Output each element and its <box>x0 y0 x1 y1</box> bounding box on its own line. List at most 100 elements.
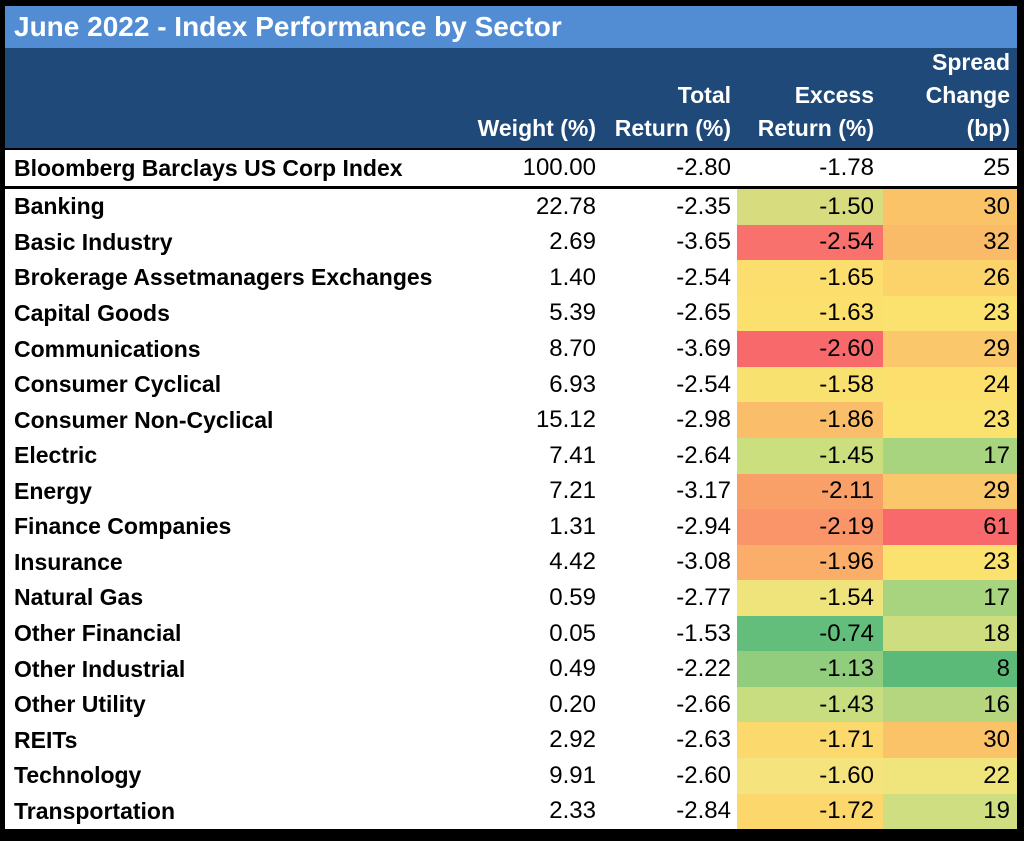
excess-return-cell: -1.65 <box>737 260 883 296</box>
total-return-cell: -3.08 <box>676 548 731 576</box>
sector-name-cell: Other Utility <box>14 691 146 718</box>
excess-return-cell: -2.54 <box>737 224 883 261</box>
excess-return-cell: -1.72 <box>737 793 883 830</box>
sector-name-cell: Bloomberg Barclays US Corp Index <box>14 154 403 181</box>
table-row: Other Financial 0.05 -1.53 -0.74 18 <box>5 615 1017 652</box>
page-title: June 2022 - Index Performance by Sector <box>5 6 1017 48</box>
total-return-cell: -2.98 <box>676 406 731 434</box>
total-return-cell: -2.94 <box>676 512 731 540</box>
weight-cell: 4.42 <box>549 548 596 576</box>
table-row: Natural Gas 0.59 -2.77 -1.54 17 <box>5 580 1017 616</box>
weight-cell: 5.39 <box>549 299 596 327</box>
weight-cell: 0.59 <box>549 583 596 611</box>
total-return-cell: -3.65 <box>676 228 731 256</box>
spread-change-cell: 30 <box>883 722 1017 758</box>
spread-change-cell: 19 <box>883 793 1017 830</box>
sector-name-cell: Consumer Non-Cyclical <box>14 406 274 433</box>
weight-cell: 6.93 <box>549 370 596 398</box>
total-return-cell: -2.65 <box>676 299 731 327</box>
excess-return-cell: -1.86 <box>737 402 883 438</box>
excess-return-cell: -1.60 <box>737 758 883 794</box>
sector-name-cell: Basic Industry <box>14 228 173 255</box>
total-return-cell: -3.17 <box>676 477 731 505</box>
col-header-excess-return: Excess Return (%) <box>757 82 874 141</box>
weight-cell: 1.31 <box>549 512 596 540</box>
sector-name-cell: Transportation <box>14 797 176 824</box>
col-header-total-return: Total Return (%) <box>614 82 731 141</box>
sector-name-cell: Electric <box>14 442 98 469</box>
total-return-cell: -1.53 <box>676 619 731 647</box>
weight-cell: 1.40 <box>549 263 596 291</box>
sector-name-cell: REITs <box>14 726 78 753</box>
sector-name-cell: Communications <box>14 335 201 362</box>
sector-name-cell: Capital Goods <box>14 299 170 326</box>
sector-name-cell: Brokerage Assetmanagers Exchanges <box>14 264 433 291</box>
excess-return-cell: -1.54 <box>737 580 883 616</box>
weight-cell: 2.92 <box>549 726 596 754</box>
excess-return-cell: -0.74 <box>737 615 883 652</box>
excess-return-cell: -1.63 <box>737 295 883 332</box>
spread-change-cell: 8 <box>883 651 1017 687</box>
total-return-cell: -2.35 <box>676 192 731 220</box>
table-row: Consumer Non-Cyclical 15.12 -2.98 -1.86 … <box>5 402 1017 438</box>
excess-return-cell: -2.60 <box>737 331 883 367</box>
table-row: Insurance 4.42 -3.08 -1.96 23 <box>5 544 1017 581</box>
weight-cell: 0.49 <box>549 655 596 683</box>
table-row: Brokerage Assetmanagers Exchanges 1.40 -… <box>5 260 1017 296</box>
total-return-cell: -2.84 <box>676 797 731 825</box>
sector-name-cell: Energy <box>14 477 92 504</box>
col-header-weight: Weight (%) <box>477 115 596 141</box>
total-return-cell: -2.60 <box>676 761 731 789</box>
table-body: Banking 22.78 -2.35 -1.50 30 Basic Indus… <box>5 189 1017 830</box>
sector-name-cell: Insurance <box>14 548 123 575</box>
sector-name-cell: Banking <box>14 193 105 220</box>
excess-return-cell: -1.13 <box>737 651 883 687</box>
table-row: Other Utility 0.20 -2.66 -1.43 16 <box>5 686 1017 723</box>
excess-return-cell: -1.96 <box>737 544 883 581</box>
total-return-cell: -2.77 <box>676 583 731 611</box>
weight-cell: 22.78 <box>535 192 596 220</box>
weight-cell: 100.00 <box>522 154 596 181</box>
table-row-index: Bloomberg Barclays US Corp Index 100.00 … <box>5 148 1017 189</box>
table-header: Weight (%) Total Return (%) Excess Retur… <box>5 48 1017 148</box>
weight-cell: 2.33 <box>549 797 596 825</box>
table-row: Technology 9.91 -2.60 -1.60 22 <box>5 758 1017 794</box>
spread-change-cell: 26 <box>883 260 1017 296</box>
col-header-spread-change: Spread Change (bp) <box>925 49 1010 141</box>
excess-return-cell: -1.43 <box>737 686 883 723</box>
table-row: Electric 7.41 -2.64 -1.45 17 <box>5 437 1017 474</box>
total-return-cell: -2.66 <box>676 690 731 718</box>
spread-change-cell: 30 <box>883 189 1017 225</box>
table-row: Transportation 2.33 -2.84 -1.72 19 <box>5 793 1017 830</box>
weight-cell: 7.41 <box>549 441 596 469</box>
weight-cell: 9.91 <box>549 761 596 789</box>
table-row: Basic Industry 2.69 -3.65 -2.54 32 <box>5 224 1017 261</box>
table-row: Finance Companies 1.31 -2.94 -2.19 61 <box>5 509 1017 545</box>
weight-cell: 2.69 <box>549 228 596 256</box>
table-row: Communications 8.70 -3.69 -2.60 29 <box>5 331 1017 367</box>
weight-cell: 7.21 <box>549 477 596 505</box>
total-return-cell: -3.69 <box>676 335 731 363</box>
total-return-cell: -2.80 <box>676 154 731 181</box>
spread-change-cell: 16 <box>883 686 1017 723</box>
spread-change-cell: 29 <box>883 473 1017 510</box>
spread-change-cell: 23 <box>883 544 1017 581</box>
table-row: REITs 2.92 -2.63 -1.71 30 <box>5 722 1017 758</box>
spread-change-cell: 24 <box>883 366 1017 403</box>
spread-change-cell: 17 <box>883 437 1017 474</box>
table-row: Other Industrial 0.49 -2.22 -1.13 8 <box>5 651 1017 687</box>
weight-cell: 0.05 <box>549 619 596 647</box>
excess-return-cell: -1.71 <box>737 722 883 758</box>
spread-change-cell: 18 <box>883 615 1017 652</box>
spread-change-cell: 61 <box>883 509 1017 545</box>
excess-return-cell: -1.45 <box>737 437 883 474</box>
sector-name-cell: Other Industrial <box>14 655 186 682</box>
sector-name-cell: Other Financial <box>14 620 182 647</box>
spread-change-cell: 23 <box>883 295 1017 332</box>
sector-name-cell: Technology <box>14 762 142 789</box>
excess-return-cell: -2.19 <box>737 509 883 545</box>
spread-change-cell: 22 <box>883 758 1017 794</box>
spread-change-cell: 17 <box>883 580 1017 616</box>
excess-return-cell: -1.58 <box>737 366 883 403</box>
